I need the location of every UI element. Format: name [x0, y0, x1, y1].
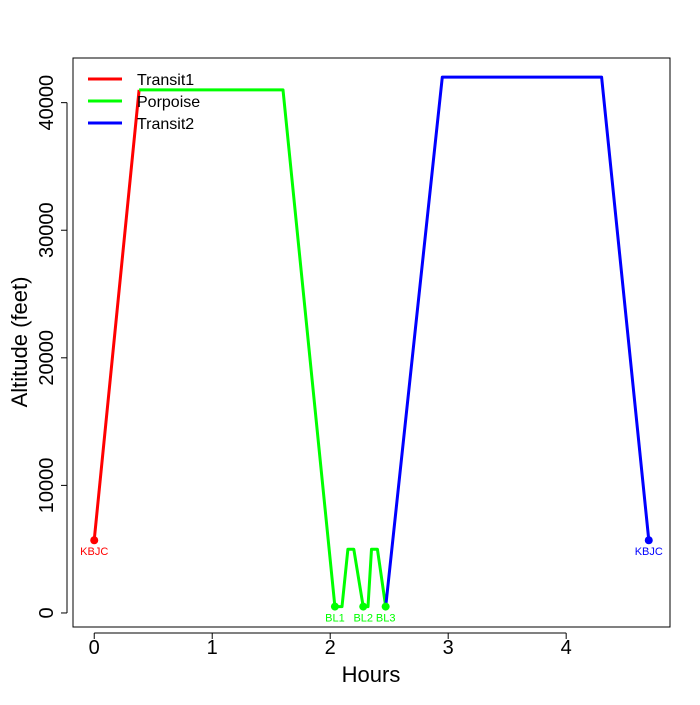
y-tick-label: 40000 — [36, 75, 58, 131]
waypoint-marker — [381, 602, 390, 611]
y-tick-label: 20000 — [36, 330, 58, 386]
series-line-transit2 — [384, 75, 651, 607]
legend-label: Transit1 — [137, 72, 194, 89]
x-axis-title: Hours — [342, 662, 401, 687]
y-tick-label: 0 — [36, 607, 58, 618]
legend-label: Porpoise — [137, 94, 200, 111]
x-tick-label: 2 — [325, 637, 336, 659]
waypoint-marker — [90, 536, 99, 545]
marker-layer: KBJC BL1 BL2 BL3 KBJC — [80, 536, 663, 625]
waypoint-label: KBJC — [635, 546, 663, 558]
x-tick-label: 4 — [561, 637, 572, 659]
series-line-transit1 — [92, 89, 141, 541]
series-line-porpoise — [139, 88, 388, 609]
y-tick-label: 10000 — [36, 458, 58, 514]
waypoint-label: BL1 — [325, 613, 345, 625]
y-tick-label: 30000 — [36, 202, 58, 258]
series-layer — [92, 75, 651, 609]
x-tick-label: 1 — [207, 637, 218, 659]
legend: Transit1 Porpoise Transit2 — [88, 72, 200, 133]
waypoint-label: BL3 — [376, 613, 396, 625]
waypoint-marker — [644, 536, 653, 545]
legend-label: Transit2 — [137, 116, 194, 133]
waypoint-marker — [330, 602, 339, 611]
axes-layer: 0 1 2 3 4 0 10000 20000 30000 40000 — [36, 57, 671, 659]
waypoint-label: KBJC — [80, 546, 108, 558]
waypoint-marker — [359, 602, 368, 611]
y-axis-title: Altitude (feet) — [7, 277, 32, 408]
waypoint-label: BL2 — [353, 613, 373, 625]
x-tick-label: 3 — [443, 637, 454, 659]
x-tick-label: 0 — [89, 637, 100, 659]
plot-frame — [72, 57, 671, 628]
